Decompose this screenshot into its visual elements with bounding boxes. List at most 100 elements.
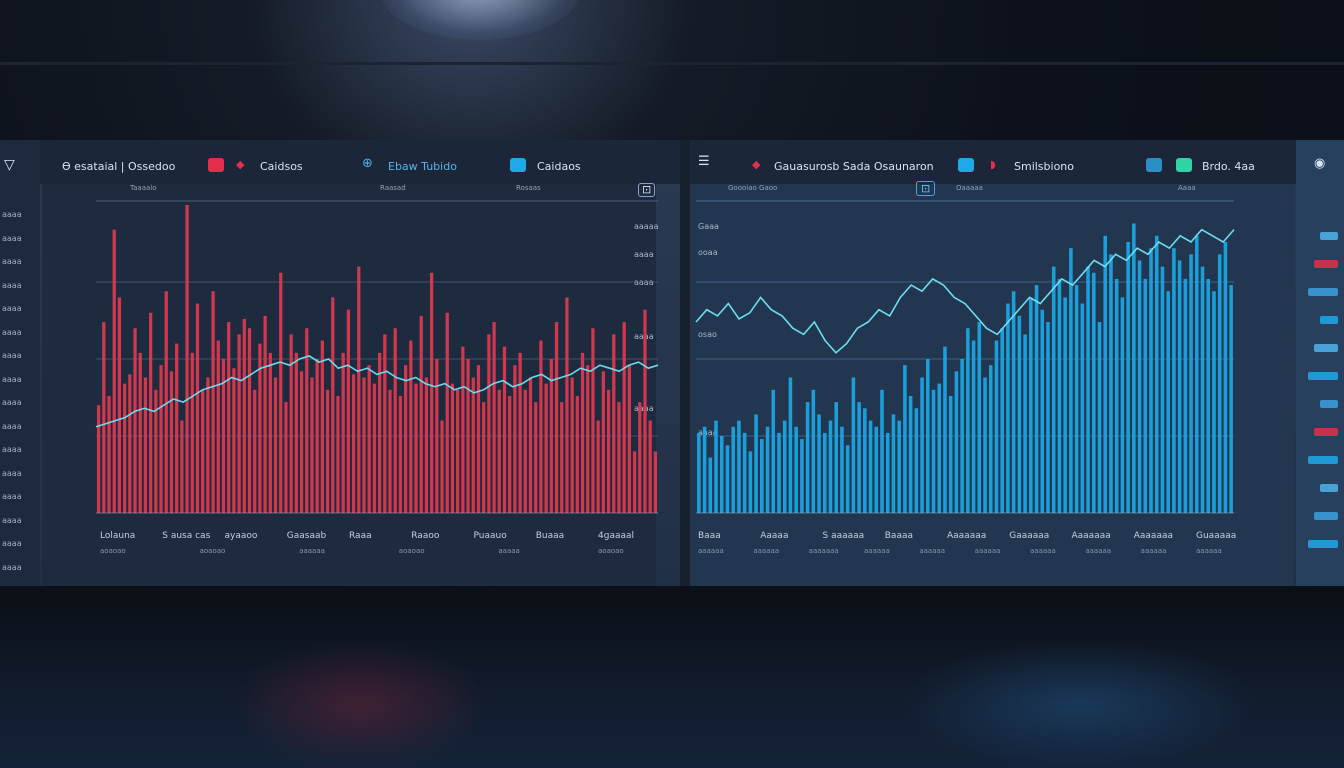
left-bar (227, 322, 231, 513)
left-sub-label-2: Raasad (380, 184, 406, 192)
left-x-label: Raaa (349, 531, 372, 541)
left-bar (325, 389, 330, 513)
right-bar (954, 371, 959, 513)
tab-caidsos[interactable]: Caidsos (260, 160, 303, 173)
right-bar (891, 414, 896, 513)
right-rail-chip[interactable] (1308, 456, 1338, 464)
left-x-sub-label: aoaoao (199, 547, 226, 555)
left-bar (102, 322, 106, 513)
left-rail-item[interactable]: aaaa (2, 280, 22, 290)
right-bar (805, 402, 810, 513)
left-bar (112, 229, 116, 513)
right-rail-chip[interactable] (1308, 288, 1338, 296)
right-bar (708, 457, 713, 513)
left-bar (456, 389, 460, 513)
left-x-sub-label: aoaoao (398, 547, 425, 555)
left-rail-item[interactable]: aaaa (2, 562, 22, 572)
left-rail-item[interactable]: aaaa (2, 351, 22, 360)
tab-caidaos[interactable]: Caidaos (537, 160, 581, 173)
left-bar (643, 309, 647, 513)
settings-icon[interactable]: ◉ (1314, 156, 1326, 171)
right-bar (765, 426, 770, 513)
right-bar (1206, 278, 1211, 513)
right-square-2[interactable] (1176, 158, 1192, 172)
target-icon[interactable]: ⊕ (362, 156, 373, 171)
right-rail-chip[interactable] (1314, 428, 1338, 436)
left-bar (294, 352, 298, 513)
right-red-icon[interactable]: ◗ (990, 158, 996, 171)
left-rail-item[interactable]: aaaa (2, 445, 22, 454)
left-rail-item[interactable]: aaaa (2, 492, 22, 501)
left-rail-item[interactable]: aaaa (2, 233, 22, 243)
left-bar (466, 359, 470, 513)
left-bar (409, 340, 413, 513)
right-rail-chip[interactable] (1320, 484, 1338, 492)
left-bar (450, 383, 455, 513)
right-bar (1092, 272, 1096, 513)
right-x-sub-label: aaaaaa (919, 547, 946, 555)
right-bar (1183, 278, 1188, 513)
tab-brdo[interactable]: Brdo. 4aa (1202, 160, 1255, 173)
left-rail-item[interactable]: aaaa (2, 327, 22, 337)
right-expand-icon[interactable]: ⊡ (916, 181, 936, 196)
right-x-sub-label: aaaaaa (1196, 547, 1222, 555)
right-x-label: Baaa (698, 531, 721, 541)
right-x-label: Gaaaaaa (1009, 531, 1050, 541)
left-rail-item[interactable]: aaaa (2, 210, 22, 219)
left-rail-item[interactable]: aaaa (2, 257, 22, 266)
left-bar (617, 402, 621, 513)
tab-smilsbiono[interactable]: Smilsbiono (1014, 160, 1075, 173)
right-bar (1149, 248, 1153, 513)
right-bar (794, 426, 798, 513)
logo-icon[interactable]: ▽ (4, 157, 15, 173)
left-bar (154, 389, 158, 513)
left-rail-item[interactable]: aaaa (2, 304, 22, 313)
right-rail-chip[interactable] (1308, 372, 1338, 380)
right-bar (1006, 303, 1010, 513)
left-expand-icon[interactable]: ⊡ (638, 183, 656, 197)
left-rail-item[interactable]: aaaa (2, 374, 22, 384)
right-bar (977, 322, 982, 513)
left-bar (315, 359, 319, 513)
left-rail-item[interactable]: aaaa (2, 468, 22, 478)
right-bar (1189, 254, 1193, 513)
right-square-1[interactable] (1146, 158, 1162, 172)
left-x-label: Lolauna (100, 531, 136, 541)
right-bar (897, 420, 901, 513)
left-bar (107, 395, 111, 513)
right-x-label: Guaaaaa (1196, 531, 1237, 541)
right-rail-chip[interactable] (1314, 344, 1338, 352)
ceiling-light (380, 0, 580, 40)
right-bar (1017, 315, 1022, 513)
right-rail-chip[interactable] (1320, 400, 1338, 408)
left-bar (627, 365, 631, 513)
right-rail-chip[interactable] (1308, 540, 1338, 548)
right-blue-square[interactable] (958, 158, 974, 172)
right-bar (1172, 248, 1176, 513)
right-rail-chip[interactable] (1320, 232, 1338, 240)
right-x-label: Aaaaaaa (947, 531, 987, 541)
right-bar (880, 389, 884, 513)
right-rail-chip[interactable] (1314, 260, 1338, 268)
left-rail (0, 140, 40, 586)
left-rail-item[interactable]: aaaa (2, 515, 22, 525)
red-legend-square[interactable] (208, 158, 224, 172)
left-rail-item[interactable]: aaaa (2, 539, 22, 548)
tab-ebaw-tubido[interactable]: Ebaw Tubido (388, 160, 457, 173)
red-flag-icon[interactable]: ◆ (236, 158, 245, 171)
left-x-sub-label: aaaaaa (299, 547, 325, 555)
blue-legend-square[interactable] (510, 158, 526, 172)
left-x-label: Gaasaab (286, 531, 327, 541)
right-x-sub-label: aaaaaa (753, 547, 780, 555)
right-sub-label-1: Goooiao Gaoo (728, 184, 778, 192)
right-rail-chip[interactable] (1314, 512, 1338, 520)
left-bar (201, 389, 205, 513)
right-bar (697, 432, 701, 513)
right-bar (1114, 278, 1119, 513)
left-rail-item[interactable]: aaaa (2, 421, 22, 431)
right-y-tick-3: osao (698, 330, 717, 339)
alert-icon[interactable]: ◆ (752, 158, 761, 171)
right-rail-chip[interactable] (1320, 316, 1338, 324)
menu-icon[interactable]: ☰ (698, 154, 710, 169)
left-rail-item[interactable]: aaaa (2, 398, 22, 407)
